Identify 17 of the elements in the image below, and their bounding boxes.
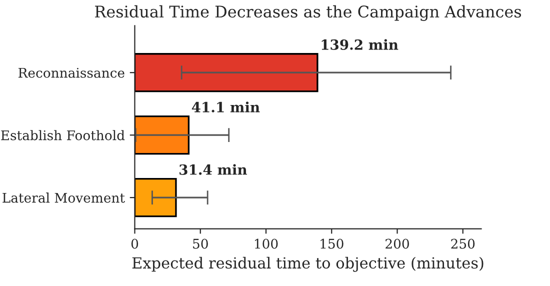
- data-label: 139.2 min: [322, 39, 398, 50]
- bar: [134, 116, 190, 155]
- data-label: 31.4 min: [180, 164, 247, 175]
- x-tick-label: 50: [193, 238, 208, 249]
- y-tick-label: Reconnaissance: [18, 68, 124, 78]
- x-tick-label: 0: [131, 238, 138, 249]
- x-tick-label: 250: [451, 238, 475, 249]
- y-tick-label: Lateral Movement: [2, 192, 125, 203]
- x-tick-label: 150: [320, 238, 344, 249]
- data-label: 41.1 min: [192, 102, 260, 112]
- bar: [134, 178, 177, 218]
- bar: [134, 53, 318, 92]
- x-tick-label: 200: [386, 238, 409, 249]
- x-tick-label: 100: [255, 238, 278, 249]
- y-tick-label: Establish Foothold: [1, 130, 125, 140]
- x-axis-title: Expected residual time to objective (minutes): [132, 256, 484, 272]
- chart-title: Residual Time Decreases as the Campaign Advances: [95, 5, 522, 21]
